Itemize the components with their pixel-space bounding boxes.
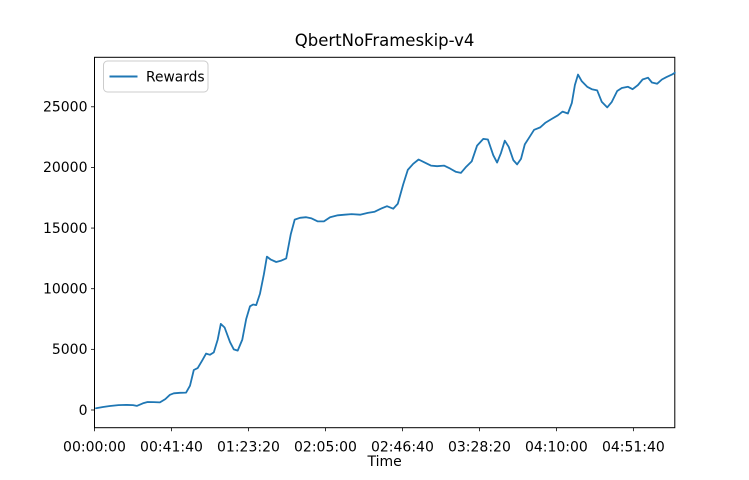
plot-frame <box>94 56 676 429</box>
x-tick-label: 00:41:40 <box>140 440 203 456</box>
x-tick-label: 04:10:00 <box>525 440 588 456</box>
x-tick-label: 02:05:00 <box>294 440 357 456</box>
y-tick-label: 25000 <box>43 100 88 116</box>
x-tick-label: 00:00:00 <box>63 440 126 456</box>
rewards-line <box>95 71 676 410</box>
x-tick-label: 03:28:20 <box>448 440 511 456</box>
y-tick-label: 5000 <box>52 342 88 358</box>
y-tick-label: 10000 <box>43 282 88 298</box>
y-tick-label: 0 <box>79 403 88 419</box>
legend-box <box>103 60 209 93</box>
x-tick-label: 01:23:20 <box>217 440 280 456</box>
axis-ticks: 00:00:00 00:41:40 01:23:20 02:05:00 02:46:40… <box>43 100 665 456</box>
x-tick-label: 02:46:40 <box>371 440 434 456</box>
y-tick-label: 15000 <box>43 221 88 237</box>
y-tick-label: 20000 <box>43 160 88 176</box>
chart-title: QbertNoFrameskip-v4 <box>295 31 475 50</box>
x-tick-label: 04:51:40 <box>602 440 665 456</box>
legend: Rewards <box>103 60 209 93</box>
legend-label: Rewards <box>146 69 205 85</box>
x-axis-label: Time <box>366 454 401 470</box>
